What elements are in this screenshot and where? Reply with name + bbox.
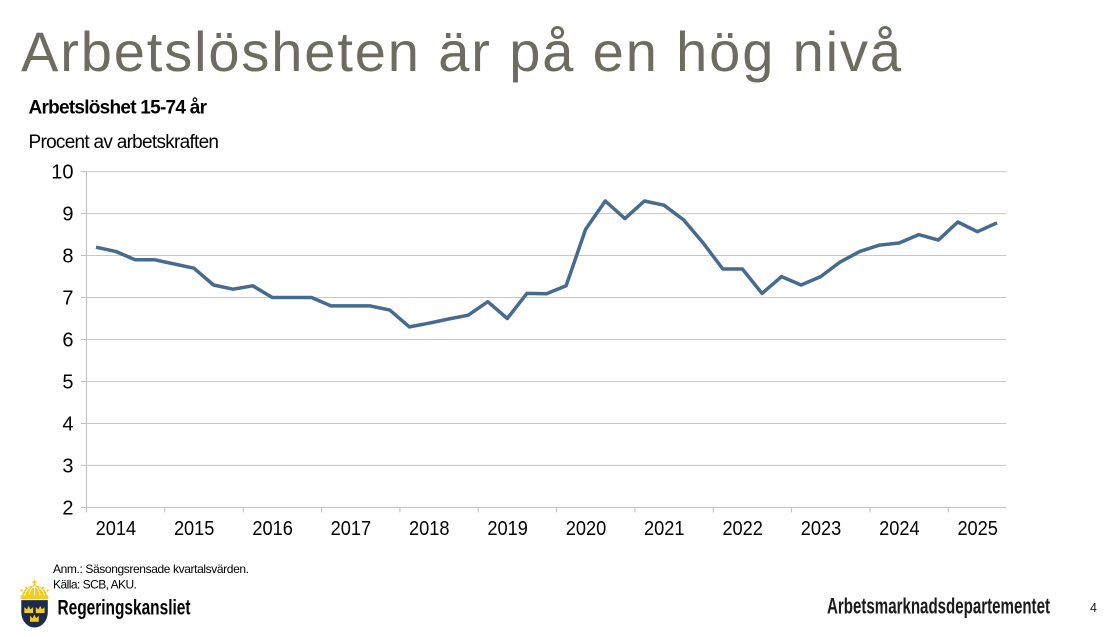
svg-text:Arbetsmarknadsdepartementet: Arbetsmarknadsdepartementet xyxy=(827,594,1050,619)
svg-text:4: 4 xyxy=(62,413,73,435)
svg-text:2: 2 xyxy=(62,497,73,519)
svg-text:Arbetslöshet 15-74 år: Arbetslöshet 15-74 år xyxy=(29,98,208,119)
svg-text:2018: 2018 xyxy=(409,518,450,540)
svg-text:7: 7 xyxy=(62,287,73,309)
svg-text:2021: 2021 xyxy=(644,518,685,540)
svg-text:2020: 2020 xyxy=(566,518,607,540)
svg-text:6: 6 xyxy=(62,329,73,351)
svg-text:10: 10 xyxy=(51,162,73,184)
svg-text:5: 5 xyxy=(62,371,73,393)
svg-text:Regeringskansliet: Regeringskansliet xyxy=(58,597,191,620)
svg-text:2023: 2023 xyxy=(801,518,842,540)
svg-text:2022: 2022 xyxy=(722,518,763,540)
svg-text:8: 8 xyxy=(62,245,73,267)
svg-text:Procent av arbetskraften: Procent av arbetskraften xyxy=(29,132,220,153)
svg-text:2019: 2019 xyxy=(487,518,528,540)
svg-text:2016: 2016 xyxy=(252,518,293,540)
svg-text:9: 9 xyxy=(62,204,73,226)
svg-text:Anm.: Säsongsrensade kvartalsv: Anm.: Säsongsrensade kvartalsvärden. xyxy=(53,562,249,576)
svg-text:Arbetslösheten är på en hög ni: Arbetslösheten är på en hög nivå xyxy=(21,20,902,83)
svg-text:4: 4 xyxy=(1090,601,1097,615)
svg-text:2025: 2025 xyxy=(957,518,998,540)
svg-text:2017: 2017 xyxy=(331,518,372,540)
svg-text:3: 3 xyxy=(62,455,73,477)
svg-text:2015: 2015 xyxy=(174,518,215,540)
svg-text:2024: 2024 xyxy=(879,518,920,540)
svg-text:Källa: SCB, AKU.: Källa: SCB, AKU. xyxy=(53,577,137,591)
svg-text:2014: 2014 xyxy=(96,518,137,540)
